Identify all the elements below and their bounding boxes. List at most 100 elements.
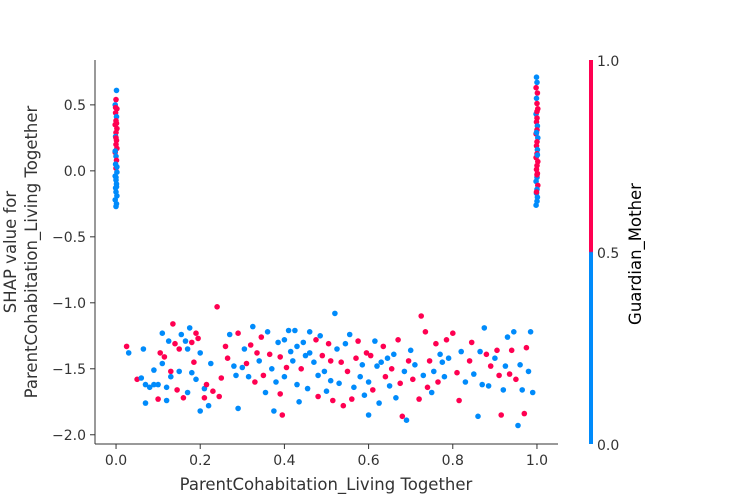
scatter-point [370,387,376,393]
scatter-point [340,402,347,409]
scatter-point [235,405,241,412]
scatter-point [433,340,439,347]
scatter-point [412,362,418,368]
scatter-point [382,373,389,380]
scatter-point [513,376,519,383]
scatter-point [197,350,203,356]
scatter-point [287,348,294,355]
scatter-point [210,388,216,395]
scatter-point [273,379,279,385]
y-tick-label: 0.0 [64,164,86,180]
scatter-point [235,330,241,337]
scatter-point [534,100,540,107]
scatter-point [275,339,281,346]
scatter-point [424,384,431,391]
scatter-point [397,380,404,387]
scatter-point [534,90,541,96]
scatter-point [386,383,393,389]
scatter-point [468,339,475,346]
scatter-point [138,375,145,381]
scatter-point [180,395,187,401]
scatter-point [258,334,265,340]
scatter-point [431,368,437,375]
scatter-point [113,174,119,181]
scatter-point [378,359,385,366]
scatter-point [114,164,120,170]
scatter-point [376,400,382,406]
scatter-point [525,368,532,375]
scatter-point [533,95,540,102]
scatter-point [435,379,441,385]
scatter-point [256,358,263,364]
scatter-point [233,372,239,379]
scatter-point [511,329,517,335]
scatter-point [157,350,163,356]
scatter-point [304,385,311,392]
y-axis-label-line-1: SHAP value for [1,191,20,314]
scatter-point [521,410,528,417]
scatter-point [172,340,178,347]
scatter-point [418,313,425,319]
scatter-point [189,339,195,346]
scatter-point [327,377,334,384]
scatter-point [407,347,414,354]
scatter-point [458,348,465,355]
scatter-points [112,74,541,429]
scatter-point [391,351,397,358]
scatter-point [277,354,284,360]
scatter-point [218,375,225,381]
scatter-point [113,120,120,127]
scatter-point [519,387,525,393]
scatter-point [393,395,399,401]
scatter-point [142,381,149,388]
scatter-point [477,348,483,355]
scatter-point [222,343,229,350]
scatter-point [437,351,443,358]
scatter-point [306,329,313,335]
scatter-point [330,397,336,404]
x-axis-ticks: 0.0 0.2 0.4 0.6 0.8 1.0 [105,444,548,469]
scatter-point [195,335,201,342]
scatter-point [342,340,349,347]
scatter-point [353,355,359,362]
scatter-point [203,381,210,388]
scatter-point [410,376,416,383]
scatter-point [264,329,271,335]
scatter-point [399,413,406,420]
scatter-point [250,323,256,330]
scatter-point [533,74,540,80]
scatter-point [422,329,429,335]
scatter-point [380,343,387,350]
scatter-point [292,327,298,334]
colorbar: 1.0 0.5 0.0 Guardian_Mother [589,54,646,454]
scatter-point [450,330,456,337]
scatter-point [374,363,380,369]
scatter-point [311,359,317,366]
scatter-point [323,388,330,395]
scatter-point [271,408,277,414]
scatter-point [315,372,321,379]
scatter-point [176,346,182,352]
scatter-point [163,384,170,391]
scatter-point [384,355,391,362]
scatter-point [277,391,284,397]
y-axis-ticks: 0.5 0.0 −0.5 −1.0 −1.5 −2.0 [52,98,95,444]
scatter-point [298,366,305,372]
scatter-point [112,104,119,111]
scatter-point [359,362,366,368]
scatter-point [296,399,302,405]
scatter-point [247,342,254,348]
scatter-point [269,366,275,372]
scatter-point [302,352,309,359]
scatter-point [205,402,212,409]
scatter-point [487,363,494,369]
scatter-point [214,304,220,310]
scatter-point [125,350,132,356]
scatter-point [113,183,120,190]
colorbar-gradient [589,60,593,444]
scatter-point [279,412,286,418]
scatter-point [182,338,189,344]
scatter-point [300,339,307,346]
scatter-point [481,325,488,331]
scatter-point [174,387,180,393]
